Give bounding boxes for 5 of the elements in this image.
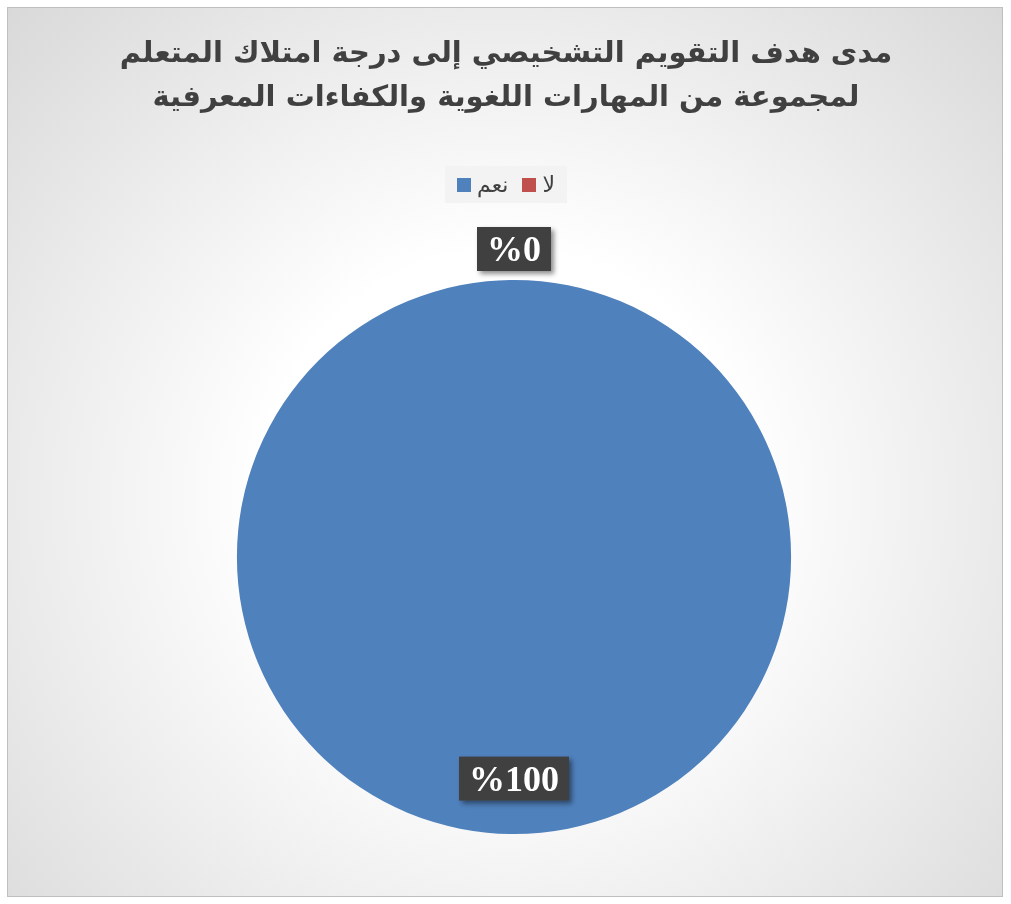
legend-label: لا xyxy=(542,172,555,197)
chart-title: مدى هدف التقويم التشخيصي إلى درجة امتلاك المتعلم لمجموعة من المهارات اللغوية والكفاءات المعرفية xyxy=(118,34,894,115)
text: %0 xyxy=(487,229,541,269)
legend-label: نعم xyxy=(477,172,509,197)
data-label: %100 xyxy=(469,758,559,799)
